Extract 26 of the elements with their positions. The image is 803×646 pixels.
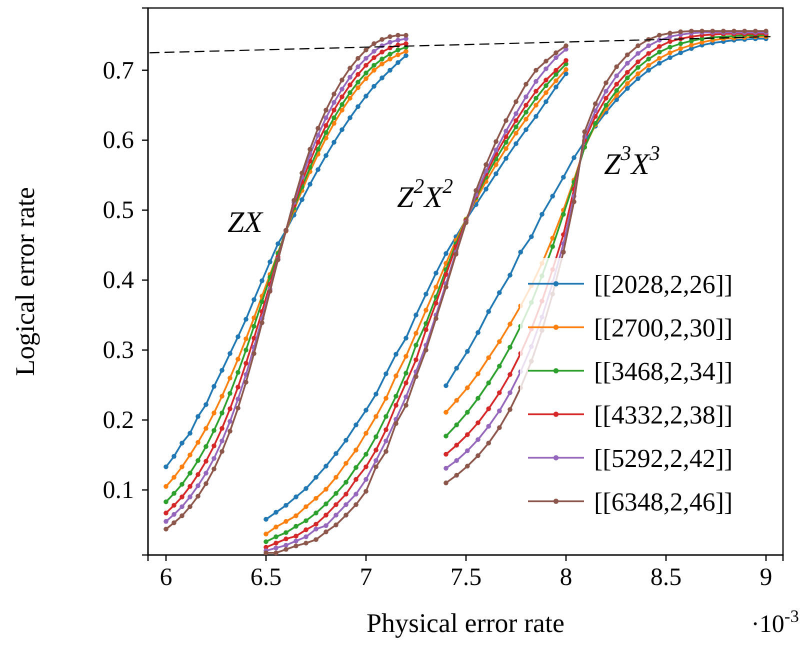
legend-label: [[2700,2,30]] (594, 312, 733, 342)
annotation: Z$^{3}$X$^{3}$ (604, 140, 660, 181)
x-axis-title: Physical error rate (366, 608, 564, 638)
y-tick-label: 0.6 (102, 127, 134, 154)
y-tick-label: 0.2 (102, 407, 134, 434)
legend-label: [[3468,2,34]] (594, 356, 733, 386)
y-tick-label: 0.7 (102, 57, 134, 84)
legend-label: [[6348,2,46]] (594, 486, 733, 516)
y-tick-label: 0.4 (102, 267, 134, 294)
legend-label: [[4332,2,38]] (594, 400, 733, 429)
y-tick-label: 0.5 (102, 197, 134, 224)
x-tick-label: 8 (560, 564, 572, 591)
x-tick-label: 7.5 (450, 564, 482, 591)
x-tick-label: 9 (760, 564, 772, 591)
text: ·10$^{-3}$ (751, 606, 800, 638)
annotation: ZX (227, 206, 264, 239)
legend-label: [[5292,2,42]] (594, 443, 733, 472)
y-axis-title: Logical error rate (10, 187, 40, 376)
x-tick-label: 8.5 (650, 564, 682, 591)
y-tick-label: 0.1 (102, 476, 134, 504)
y-tick-label: 0.3 (102, 337, 134, 364)
x-tick-label: 6.5 (250, 564, 282, 591)
x-tick-label: 6 (160, 564, 172, 591)
x-tick-label: 7 (360, 564, 372, 591)
legend-label: [[2028,2,26]] (594, 269, 733, 298)
annotation: Z$^{2}$X$^{2}$ (396, 174, 454, 214)
